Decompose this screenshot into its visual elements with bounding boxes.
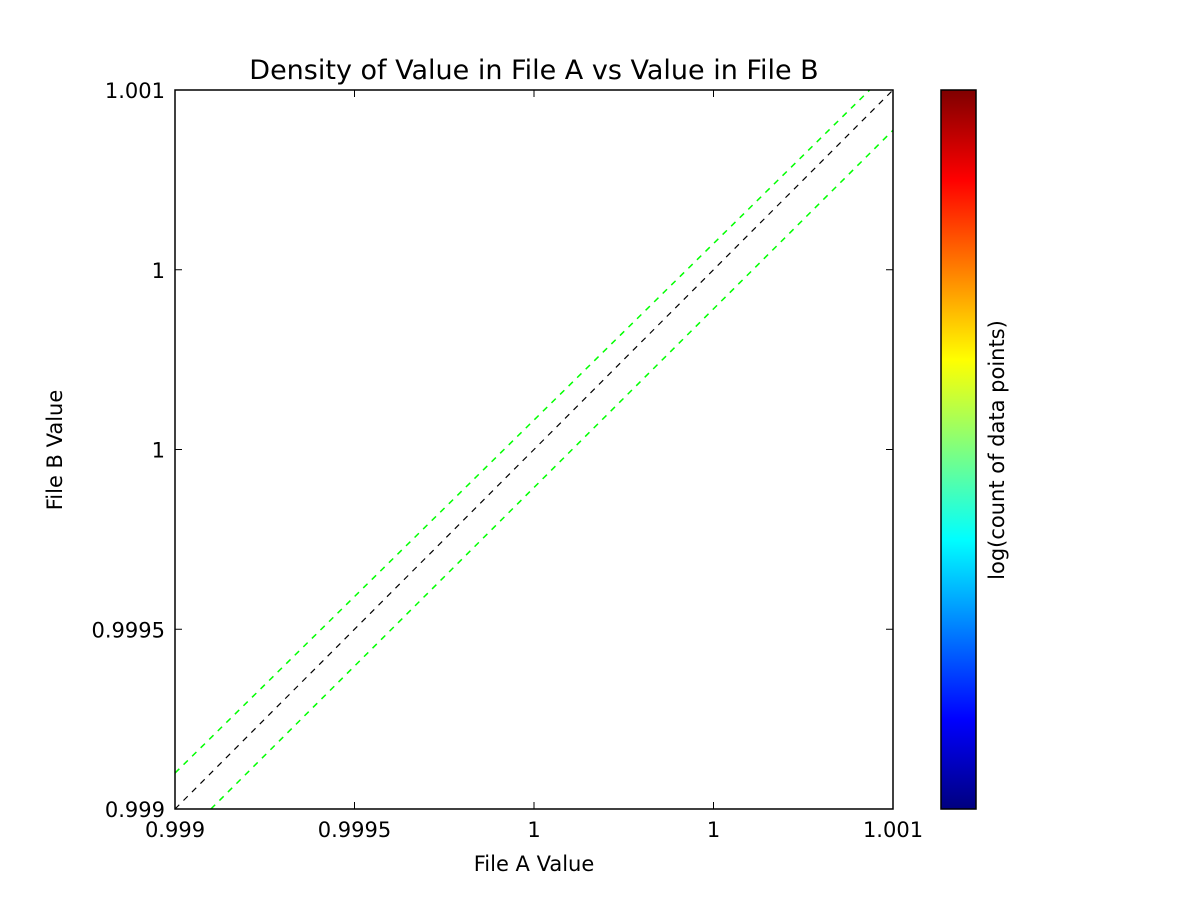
x-tick-label: 0.999 bbox=[145, 818, 205, 842]
x-axis-label: File A Value bbox=[474, 852, 595, 876]
y-axis: 0.999 0.9995 1 1 1.001 bbox=[92, 79, 893, 822]
x-tick-label: 1 bbox=[527, 818, 540, 842]
y-tick-label: 1.001 bbox=[105, 79, 165, 103]
reference-line-1 bbox=[174, 89, 871, 774]
colorbar bbox=[940, 89, 977, 810]
reference-line-0 bbox=[174, 89, 894, 810]
colorbar-label: log(count of data points) bbox=[985, 320, 1009, 580]
y-tick-label: 1 bbox=[152, 259, 165, 283]
plot-area bbox=[174, 89, 894, 810]
x-tick-label: 1.001 bbox=[863, 818, 923, 842]
chart-title: Density of Value in File A vs Value in F… bbox=[249, 55, 818, 86]
y-tick-label: 0.999 bbox=[105, 798, 165, 822]
y-tick-label: 1 bbox=[152, 439, 165, 463]
y-axis-label: File B Value bbox=[43, 390, 67, 511]
x-tick-label: 1 bbox=[707, 818, 720, 842]
reference-line-2 bbox=[210, 129, 894, 810]
y-tick-label: 0.9995 bbox=[92, 618, 165, 642]
x-axis: 0.999 0.9995 1 1 1.001 bbox=[145, 90, 923, 842]
x-tick-label: 0.9995 bbox=[318, 818, 391, 842]
